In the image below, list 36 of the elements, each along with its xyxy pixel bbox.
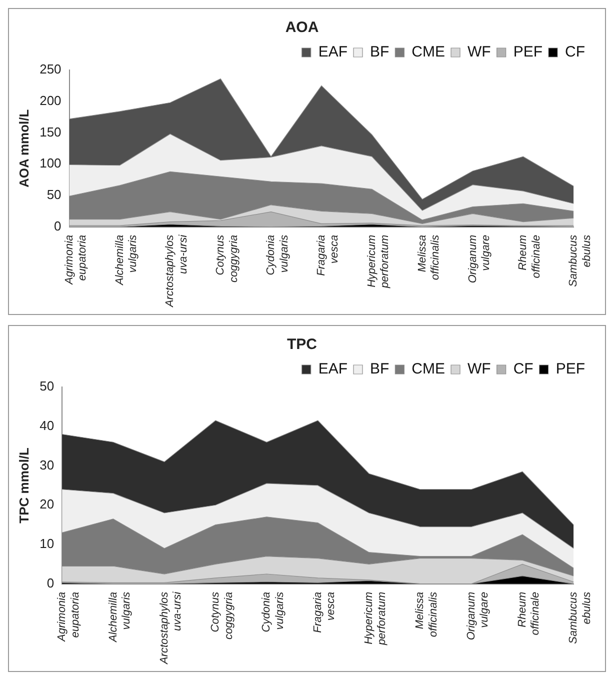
y-tick-label: 100	[40, 156, 62, 171]
legend-label: CF	[513, 360, 534, 378]
x-tick-label: Agrimonia eupatoria	[63, 234, 89, 286]
legend-label: CME	[412, 360, 446, 378]
x-tick-label: Fragaria vesca	[316, 234, 341, 276]
legend-label: BF	[370, 44, 390, 61]
y-tick-label: 0	[54, 218, 62, 234]
legend-label: PEF	[513, 44, 543, 61]
y-axis-title: AOA mmol/L	[16, 109, 32, 188]
y-tick-label: 0	[46, 575, 54, 590]
legend-label: EAF	[318, 360, 348, 378]
y-tick-label: 10	[40, 536, 54, 552]
x-tick-label: Agrimonia eupatoria	[56, 592, 82, 642]
y-tick-label: 150	[40, 124, 62, 140]
x-tick-label: Fragaria vesca	[312, 592, 338, 633]
legend-label: CF	[565, 44, 586, 61]
y-tick-label: 50	[46, 187, 62, 202]
x-tick-label: Origanum vulgare	[465, 592, 491, 640]
legend-label: BF	[370, 360, 390, 378]
y-tick-label: 40	[40, 418, 54, 433]
legend-label: CME	[412, 44, 446, 61]
y-tick-label: 200	[40, 92, 62, 108]
legend-label: WF	[468, 44, 491, 61]
legend-label: WF	[468, 360, 491, 378]
chart-title: TPC	[287, 336, 318, 354]
y-tick-label: 20	[40, 496, 54, 512]
y-tick-label: 50	[40, 378, 54, 394]
x-tick-label: Sambucus ebulus	[568, 591, 593, 644]
legend-label: PEF	[556, 360, 586, 378]
x-tick-label: Origanum vulgare	[466, 234, 492, 284]
y-axis-title: TPC mmol/L	[16, 447, 32, 524]
x-tick-label: Sambucus ebulus	[568, 234, 593, 287]
y-tick-label: 30	[40, 457, 54, 472]
y-tick-label: 250	[40, 62, 62, 77]
legend-label: EAF	[318, 44, 348, 61]
chart-title: AOA	[285, 19, 319, 36]
